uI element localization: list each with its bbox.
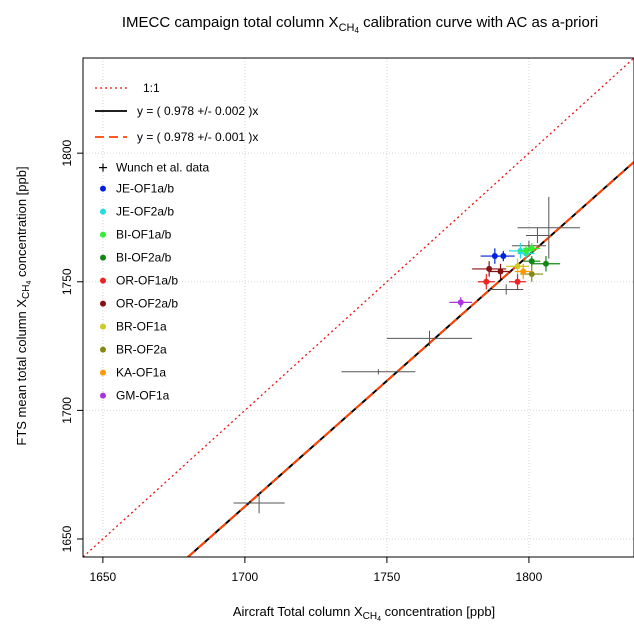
legend-point-symbol: [100, 254, 106, 261]
data-point: [528, 271, 535, 278]
plot-grid: [83, 58, 634, 557]
y-tick-label: 1650: [60, 525, 74, 552]
legend-point-symbol: [100, 185, 106, 192]
legend-label: BR-OF2a: [116, 343, 167, 357]
y-axis-label: FTS mean total column XCH4 concentration…: [14, 166, 33, 445]
data-point: [514, 278, 521, 285]
chart-title-post: calibration curve with AC as a-priori: [359, 14, 598, 31]
legend-point-symbol: [100, 208, 106, 215]
x-tick-label: 1800: [516, 570, 543, 584]
x-axis-label-post: concentration [ppb]: [381, 604, 495, 619]
legend-label: OR-OF2a/b: [116, 297, 178, 311]
legend-point-symbol: [100, 323, 106, 330]
data-point: [528, 245, 535, 252]
data-point: [542, 260, 549, 267]
y-axis-label-text: FTS mean total column X: [14, 299, 29, 446]
data-point: [514, 263, 521, 270]
legend-label: GM-OF1a: [116, 389, 170, 403]
line-fit-2: [186, 161, 634, 557]
data-point: [497, 268, 504, 275]
plot-points: [233, 196, 581, 514]
data-point: [528, 258, 535, 265]
chart-title-text: IMECC campaign total column X: [122, 14, 339, 31]
chart-title-subsub: 4: [354, 26, 359, 35]
data-point: [523, 247, 530, 254]
y-tick-label: 1800: [60, 140, 74, 167]
data-point: [500, 253, 507, 260]
legend-label: KA-OF1a: [116, 366, 166, 380]
data-point: [520, 268, 527, 275]
legend-point-symbol: [100, 346, 106, 353]
plot-frame: [82, 57, 634, 558]
y-axis-label-subsub: 4: [26, 280, 33, 284]
x-tick-label: 1700: [232, 570, 259, 584]
legend-label: 1:1: [143, 81, 160, 95]
line-one-to-one: [83, 58, 634, 557]
legend-point-symbol: [100, 300, 106, 307]
x-axis-label-subsub: 4: [377, 616, 381, 623]
legend-label: BI-OF2a/b: [116, 251, 172, 265]
chart-title: IMECC campaign total column XCH4 calibra…: [122, 14, 598, 35]
legend-label: JE-OF1a/b: [116, 182, 174, 196]
data-point: [486, 265, 493, 272]
legend-point-symbol: [100, 231, 106, 238]
legend-label: OR-OF1a/b: [116, 274, 178, 288]
legend: 1:1 y = ( 0.978 +/- 0.002 )x y = ( 0.978 +…: [95, 81, 258, 403]
x-tick-label: 1650: [90, 570, 117, 584]
axis-ticks: 1650 1700 1750 1800 1650 1700 1750 1800: [60, 140, 543, 584]
data-point: [457, 299, 464, 306]
y-axis-label-sub: CH: [21, 284, 32, 298]
plot-lines: [83, 58, 634, 557]
x-axis-label-text: Aircraft Total column X: [233, 604, 363, 619]
legend-point-symbol: [100, 392, 106, 399]
y-tick-label: 1750: [60, 268, 74, 295]
legend-label: JE-OF2a/b: [116, 205, 174, 219]
x-tick-label: 1750: [374, 570, 401, 584]
legend-label: BR-OF1a: [116, 320, 167, 334]
legend-point-symbol: [100, 277, 106, 284]
chart-title-sub: CH: [339, 22, 355, 34]
y-tick-label: 1700: [60, 397, 74, 424]
data-point: [483, 278, 490, 285]
legend-label: y = ( 0.978 +/- 0.001 )x: [137, 130, 258, 144]
y-axis-label-post: concentration [ppb]: [14, 166, 29, 280]
legend-label: Wunch et al. data: [116, 161, 209, 175]
x-axis-label-sub: CH: [363, 611, 377, 622]
legend-label: BI-OF1a/b: [116, 228, 172, 242]
legend-point-symbol: [100, 369, 106, 376]
x-axis-label: Aircraft Total column XCH4 concentration…: [233, 604, 495, 623]
legend-label: y = ( 0.978 +/- 0.002 )x: [137, 104, 258, 118]
